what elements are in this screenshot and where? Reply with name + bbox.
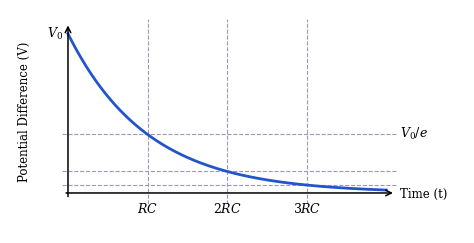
Text: $V_0$: $V_0$ (47, 26, 63, 42)
Text: Potential Difference (V): Potential Difference (V) (18, 42, 31, 182)
Text: $V_0/e$: $V_0/e$ (400, 126, 428, 142)
Text: $3RC$: $3RC$ (292, 202, 321, 216)
Text: Time (t): Time (t) (400, 188, 447, 201)
Text: $RC$: $RC$ (137, 202, 158, 216)
Text: $2RC$: $2RC$ (213, 202, 241, 216)
